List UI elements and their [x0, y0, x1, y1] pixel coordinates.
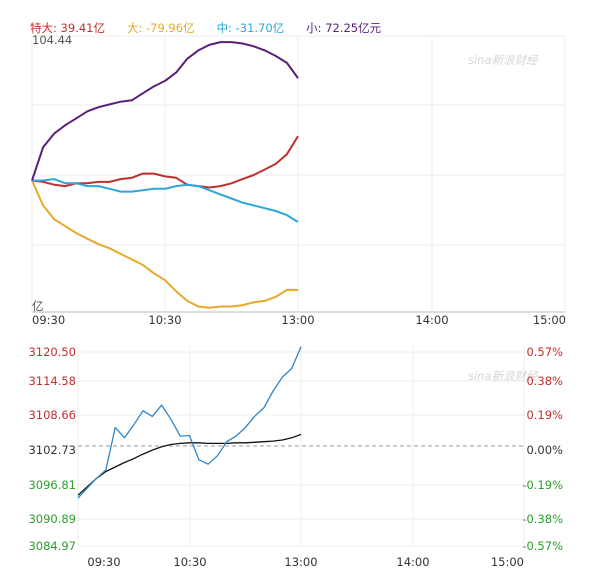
y-right-tick-2: 0.19%	[526, 408, 563, 422]
y-right-tick-0: 0.57%	[526, 345, 563, 359]
y-left-tick-5: 3090.89	[28, 512, 76, 526]
y-right-tick-6: -0.57%	[522, 539, 563, 553]
avg-price-line	[77, 433, 302, 496]
legend-small: 小: 72.25亿元	[306, 21, 382, 35]
y-right-tick-4: -0.19%	[522, 478, 563, 492]
top-ymax-label: 104.44	[32, 33, 72, 47]
y-left-tick-2: 3108.66	[28, 408, 76, 422]
top-x-tick-0: 09:30	[32, 313, 65, 327]
index-intraday-chart: sina新浪财经 3120.50 3114.58 3108.66 3102.73 3096…	[28, 345, 563, 569]
bottom-x-tick-0: 09:30	[87, 555, 120, 569]
y-right-tick-1: 0.38%	[526, 374, 563, 388]
y-right-tick-3: 0.00%	[526, 443, 563, 457]
y-left-tick-1: 3114.58	[28, 374, 76, 388]
legend-super-large: 特大: 39.41亿	[30, 21, 105, 35]
top-x-tick-3: 14:00	[415, 313, 448, 327]
top-unit-label: 亿	[32, 299, 44, 313]
chart-legend: 特大: 39.41亿 大: -79.96亿 中: -31.70亿 小: 72.25亿元	[30, 20, 403, 36]
y-left-tick-6: 3084.97	[28, 539, 76, 553]
index-price-line	[77, 346, 302, 499]
y-left-tick-4: 3096.81	[28, 478, 76, 492]
legend-medium: 中: -31.70亿	[216, 21, 285, 35]
top-x-tick-1: 10:30	[148, 313, 181, 327]
legend-large: 大: -79.96亿	[126, 21, 195, 35]
bottom-x-tick-1: 10:30	[173, 555, 206, 569]
bottom-x-tick-2: 13:00	[284, 555, 317, 569]
bottom-watermark: sina新浪财经	[468, 369, 539, 383]
y-left-tick-3: 3102.73	[28, 443, 76, 457]
top-watermark: sina新浪财经	[468, 53, 539, 67]
series-line-medium	[32, 178, 299, 223]
y-left-tick-0: 3120.50	[28, 345, 76, 359]
bottom-x-tick-3: 14:00	[396, 555, 429, 569]
fund-flow-chart: 104.44 亿 sina新浪财经 09:30 10:30 13:00 14:00 15:00	[31, 33, 566, 327]
series-line-small	[31, 41, 299, 181]
top-x-tick-2: 13:00	[281, 313, 314, 327]
series-line-large	[31, 180, 298, 309]
bottom-x-tick-4: 15:00	[491, 555, 524, 569]
y-right-tick-5: -0.38%	[522, 512, 563, 526]
top-x-tick-4: 15:00	[533, 313, 566, 327]
